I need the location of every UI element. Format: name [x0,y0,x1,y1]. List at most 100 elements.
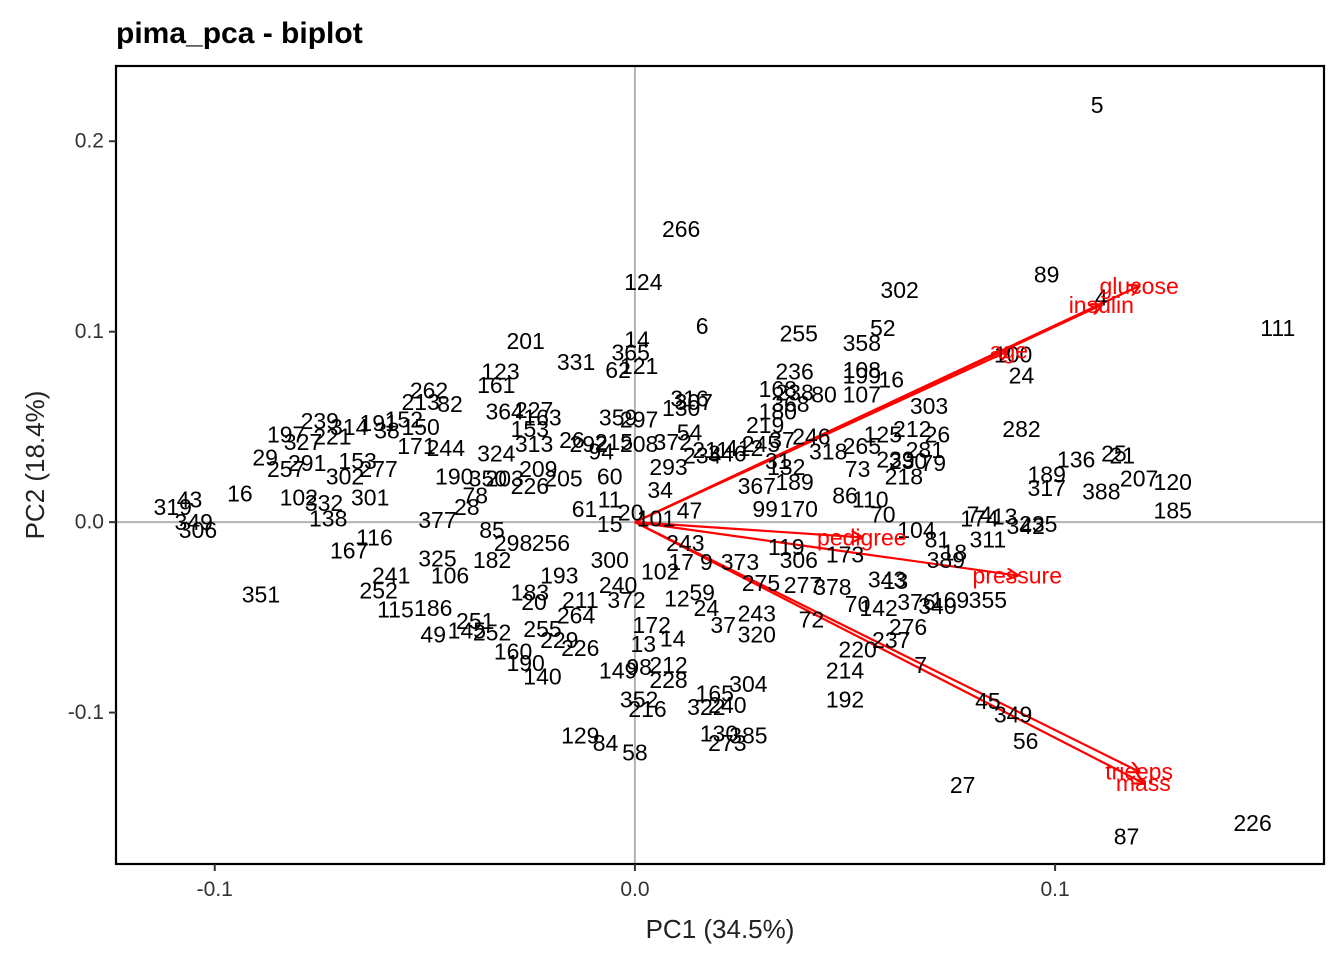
observation-label: 314 [330,414,369,440]
observation-label: 121 [620,353,658,379]
observation-label: 11 [598,486,622,512]
observation-label: 377 [418,507,456,533]
observation-label: 311 [970,526,1007,552]
observation-label: 303 [910,393,948,419]
observation-label: 358 [843,330,881,356]
observation-label: 21 [1110,442,1136,468]
observation-label: 325 [418,545,456,571]
observation-label: 26 [925,422,951,448]
observation-label: 236 [775,359,813,385]
observation-label: 26 [559,427,585,453]
observation-label: 116 [356,524,393,550]
observation-label: 203 [485,465,523,491]
loading-vectors [634,286,1143,783]
observation-label: 313 [515,431,553,457]
observation-label: 241 [372,562,410,588]
loading-arrow-pressure [634,521,1017,575]
observation-label: 124 [624,269,663,295]
loading-label-age: age [990,338,1028,364]
observation-label: 252 [473,620,511,646]
observation-label: 239 [301,408,339,434]
observation-label: 211 [562,587,599,613]
loading-label-insulin: insulin [1069,292,1134,318]
observation-label: 340 [918,593,956,619]
observation-label: 372 [607,587,645,613]
observation-label: 185 [1154,498,1192,524]
observation-label: 160 [494,639,532,665]
observation-label: 306 [179,517,217,543]
observation-label: 389 [927,547,965,573]
observation-label: 84 [593,730,619,756]
observation-label: 277 [784,572,822,598]
observation-label: 364 [485,399,524,425]
observation-label: 153 [338,448,376,474]
observation-label: 255 [523,616,561,642]
observation-label: 14 [624,326,650,352]
observation-label: 207 [1120,465,1158,491]
observation-label: 25 [1101,441,1127,467]
observation-label: 199 [843,362,881,388]
observation-label: 27 [950,772,976,798]
observation-label: 99 [752,496,778,522]
observation-label: 14 [660,625,686,651]
observation-label: 343 [868,566,906,592]
observation-label: 108 [843,357,881,383]
observation-label: 251 [456,608,494,634]
observation-label: 388 [1082,479,1120,505]
observation-label: 169 [931,587,969,613]
observation-label: 252 [359,578,397,604]
observation-label: 346 [708,441,746,467]
loading-arrow-triceps [634,521,1139,771]
observation-label: 70 [870,502,896,528]
observation-label: 49 [420,622,446,648]
observation-label: 60 [597,463,623,489]
observation-label: 201 [506,328,544,354]
observation-label: 180 [759,399,797,425]
loading-arrow-mass [634,521,1143,783]
observation-label: 365 [612,340,650,366]
observation-label: 355 [969,587,1007,613]
observation-label: 372 [654,429,692,455]
observation-label: 7 [914,652,927,678]
observation-label: 300 [591,547,629,573]
observation-label: 317 [1027,475,1065,501]
loading-label-pressure: pressure [973,562,1062,588]
observation-label: 89 [1034,262,1060,288]
observation-label: 189 [775,469,813,495]
observation-label: 149 [599,658,637,684]
loading-label-mass: mass [1116,770,1171,796]
observation-label: 73 [845,456,871,482]
observation-label: 244 [427,435,466,461]
observation-label: 218 [885,463,923,489]
observation-label: 9 [700,549,713,575]
observation-label: 228 [649,667,687,693]
x-tick-label: 0.1 [1040,878,1069,901]
observation-label: 276 [889,614,927,640]
observation-label: 266 [662,216,700,242]
observation-label: 20 [521,589,547,615]
observation-label: 43 [177,486,203,512]
observation-label: 132 [767,454,805,480]
observation-label: 189 [1027,462,1065,488]
observation-label: 129 [561,722,599,748]
observation-label: 62 [605,357,631,383]
observation-label: 324 [477,441,516,467]
observation-label: 87 [1114,823,1140,849]
observation-label: 82 [437,391,463,417]
observation-label: 16 [878,366,904,392]
observation-label: 352 [620,686,658,712]
observation-label: 47 [677,498,703,524]
observation-label: 332 [305,490,343,516]
observation-label: 349 [175,509,213,535]
observation-label: 120 [1154,469,1192,495]
observation-label: 72 [799,606,825,632]
observation-label: 78 [462,482,488,508]
observation-label: 125 [864,422,902,448]
observation-label: 111 [1260,315,1295,341]
observation-label: 61 [572,496,598,522]
x-tick-label: -0.1 [197,878,233,901]
observation-label: 123 [481,359,519,385]
observation-label: 281 [906,437,944,463]
